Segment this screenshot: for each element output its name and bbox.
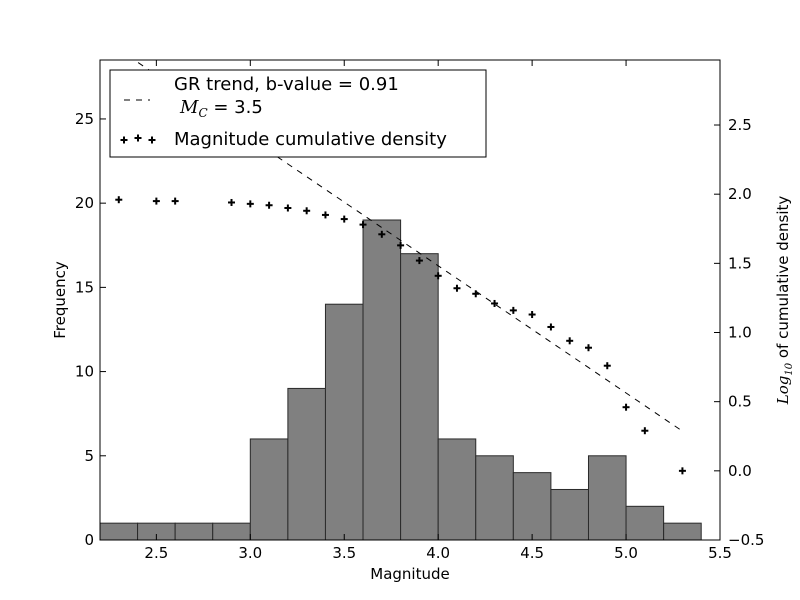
histogram-bar bbox=[400, 253, 439, 541]
y-axis-left: 0 5 10 15 20 25 bbox=[75, 110, 106, 549]
density-point bbox=[378, 230, 386, 238]
x-axis: 2.5 3.0 3.5 4.0 4.5 5.0 5.5 bbox=[144, 60, 732, 562]
density-point bbox=[434, 272, 442, 280]
density-point bbox=[171, 197, 179, 205]
y2-tick-label: 0.0 bbox=[728, 462, 752, 480]
histogram-bar bbox=[362, 219, 402, 541]
legend-density-swatch bbox=[120, 134, 156, 144]
y2-tick-label: −0.5 bbox=[728, 531, 764, 549]
y-tick-label: 5 bbox=[84, 447, 94, 465]
density-point bbox=[340, 215, 348, 223]
density-point bbox=[284, 204, 292, 212]
y-tick-label: 15 bbox=[75, 278, 94, 296]
legend-density-label: Magnitude cumulative density bbox=[174, 129, 447, 150]
histogram-bar bbox=[437, 438, 477, 541]
density-point bbox=[678, 467, 686, 475]
y-tick-label: 10 bbox=[75, 363, 94, 381]
histogram-bar bbox=[550, 488, 589, 541]
density-point bbox=[566, 337, 574, 345]
density-point bbox=[359, 221, 367, 229]
density-point bbox=[228, 198, 236, 206]
density-point bbox=[472, 290, 480, 298]
y-tick-label: 25 bbox=[75, 110, 94, 128]
density-point bbox=[491, 299, 499, 307]
y-axis-right: −0.5 0.0 0.5 1.0 1.5 2.0 2.5 bbox=[714, 116, 764, 549]
legend-mc-value: = 3.5 bbox=[208, 97, 263, 118]
density-point bbox=[528, 311, 536, 319]
histogram-bar bbox=[174, 522, 214, 541]
density-point bbox=[321, 211, 329, 219]
histogram-bar bbox=[287, 387, 326, 541]
histogram-bar bbox=[475, 455, 514, 541]
density-point bbox=[622, 403, 630, 411]
legend-marker bbox=[148, 136, 156, 144]
density-point bbox=[415, 257, 423, 265]
legend-box bbox=[109, 69, 487, 158]
legend: GR trend, b-value = 0.91 MC = 3.5 Magnit… bbox=[109, 69, 487, 158]
y-tick-label: 20 bbox=[75, 194, 94, 212]
density-point bbox=[152, 197, 160, 205]
y2-tick-label: 2.0 bbox=[728, 185, 752, 203]
histogram-bar bbox=[587, 455, 627, 541]
y-axis-label: Frequency bbox=[51, 261, 69, 339]
x-tick-label: 3.5 bbox=[332, 544, 356, 562]
density-point bbox=[397, 241, 405, 249]
legend-mc-subscript: C bbox=[198, 106, 207, 120]
density-point bbox=[509, 306, 517, 314]
y2-tick-label: 1.0 bbox=[728, 324, 752, 342]
y2-tick-label: 0.5 bbox=[728, 393, 752, 411]
density-point bbox=[265, 201, 273, 209]
histogram-bar bbox=[512, 472, 552, 541]
histogram-bar bbox=[99, 522, 139, 541]
y2-tick-label: 1.5 bbox=[728, 254, 752, 272]
legend-trend-mc: MC = 3.5 bbox=[179, 97, 263, 120]
density-point bbox=[115, 196, 123, 204]
histogram-bar bbox=[625, 505, 665, 541]
density-point bbox=[641, 427, 649, 435]
density-point bbox=[453, 284, 461, 292]
x-tick-label: 4.5 bbox=[520, 544, 544, 562]
density-point bbox=[246, 200, 254, 208]
legend-marker bbox=[120, 136, 128, 144]
x-tick-label: 2.5 bbox=[144, 544, 168, 562]
histogram-bars bbox=[99, 219, 702, 541]
x-tick-label: 4.0 bbox=[426, 544, 450, 562]
density-point bbox=[303, 207, 311, 215]
density-point bbox=[547, 323, 555, 331]
y-tick-label: 0 bbox=[84, 531, 94, 549]
legend-marker bbox=[134, 134, 142, 142]
x-tick-label: 5.5 bbox=[708, 544, 732, 562]
y2-axis-label: Log10 of cumulative density bbox=[774, 196, 795, 406]
x-tick-label: 5.0 bbox=[614, 544, 638, 562]
y2-tick-label: 2.5 bbox=[728, 116, 752, 134]
legend-trend-label: GR trend, b-value = 0.91 bbox=[174, 74, 399, 95]
plot-frame bbox=[99, 59, 721, 541]
histogram-bar bbox=[212, 522, 251, 541]
x-axis-label: Magnitude bbox=[370, 565, 449, 583]
legend-mc-symbol: M bbox=[179, 97, 199, 118]
density-point bbox=[603, 362, 611, 370]
density-point bbox=[584, 344, 592, 352]
histogram-bar bbox=[663, 522, 702, 541]
cumulative-density-points bbox=[115, 196, 686, 475]
x-tick-label: 3.0 bbox=[238, 544, 262, 562]
histogram-bar bbox=[249, 438, 289, 541]
histogram-bar bbox=[324, 303, 364, 541]
